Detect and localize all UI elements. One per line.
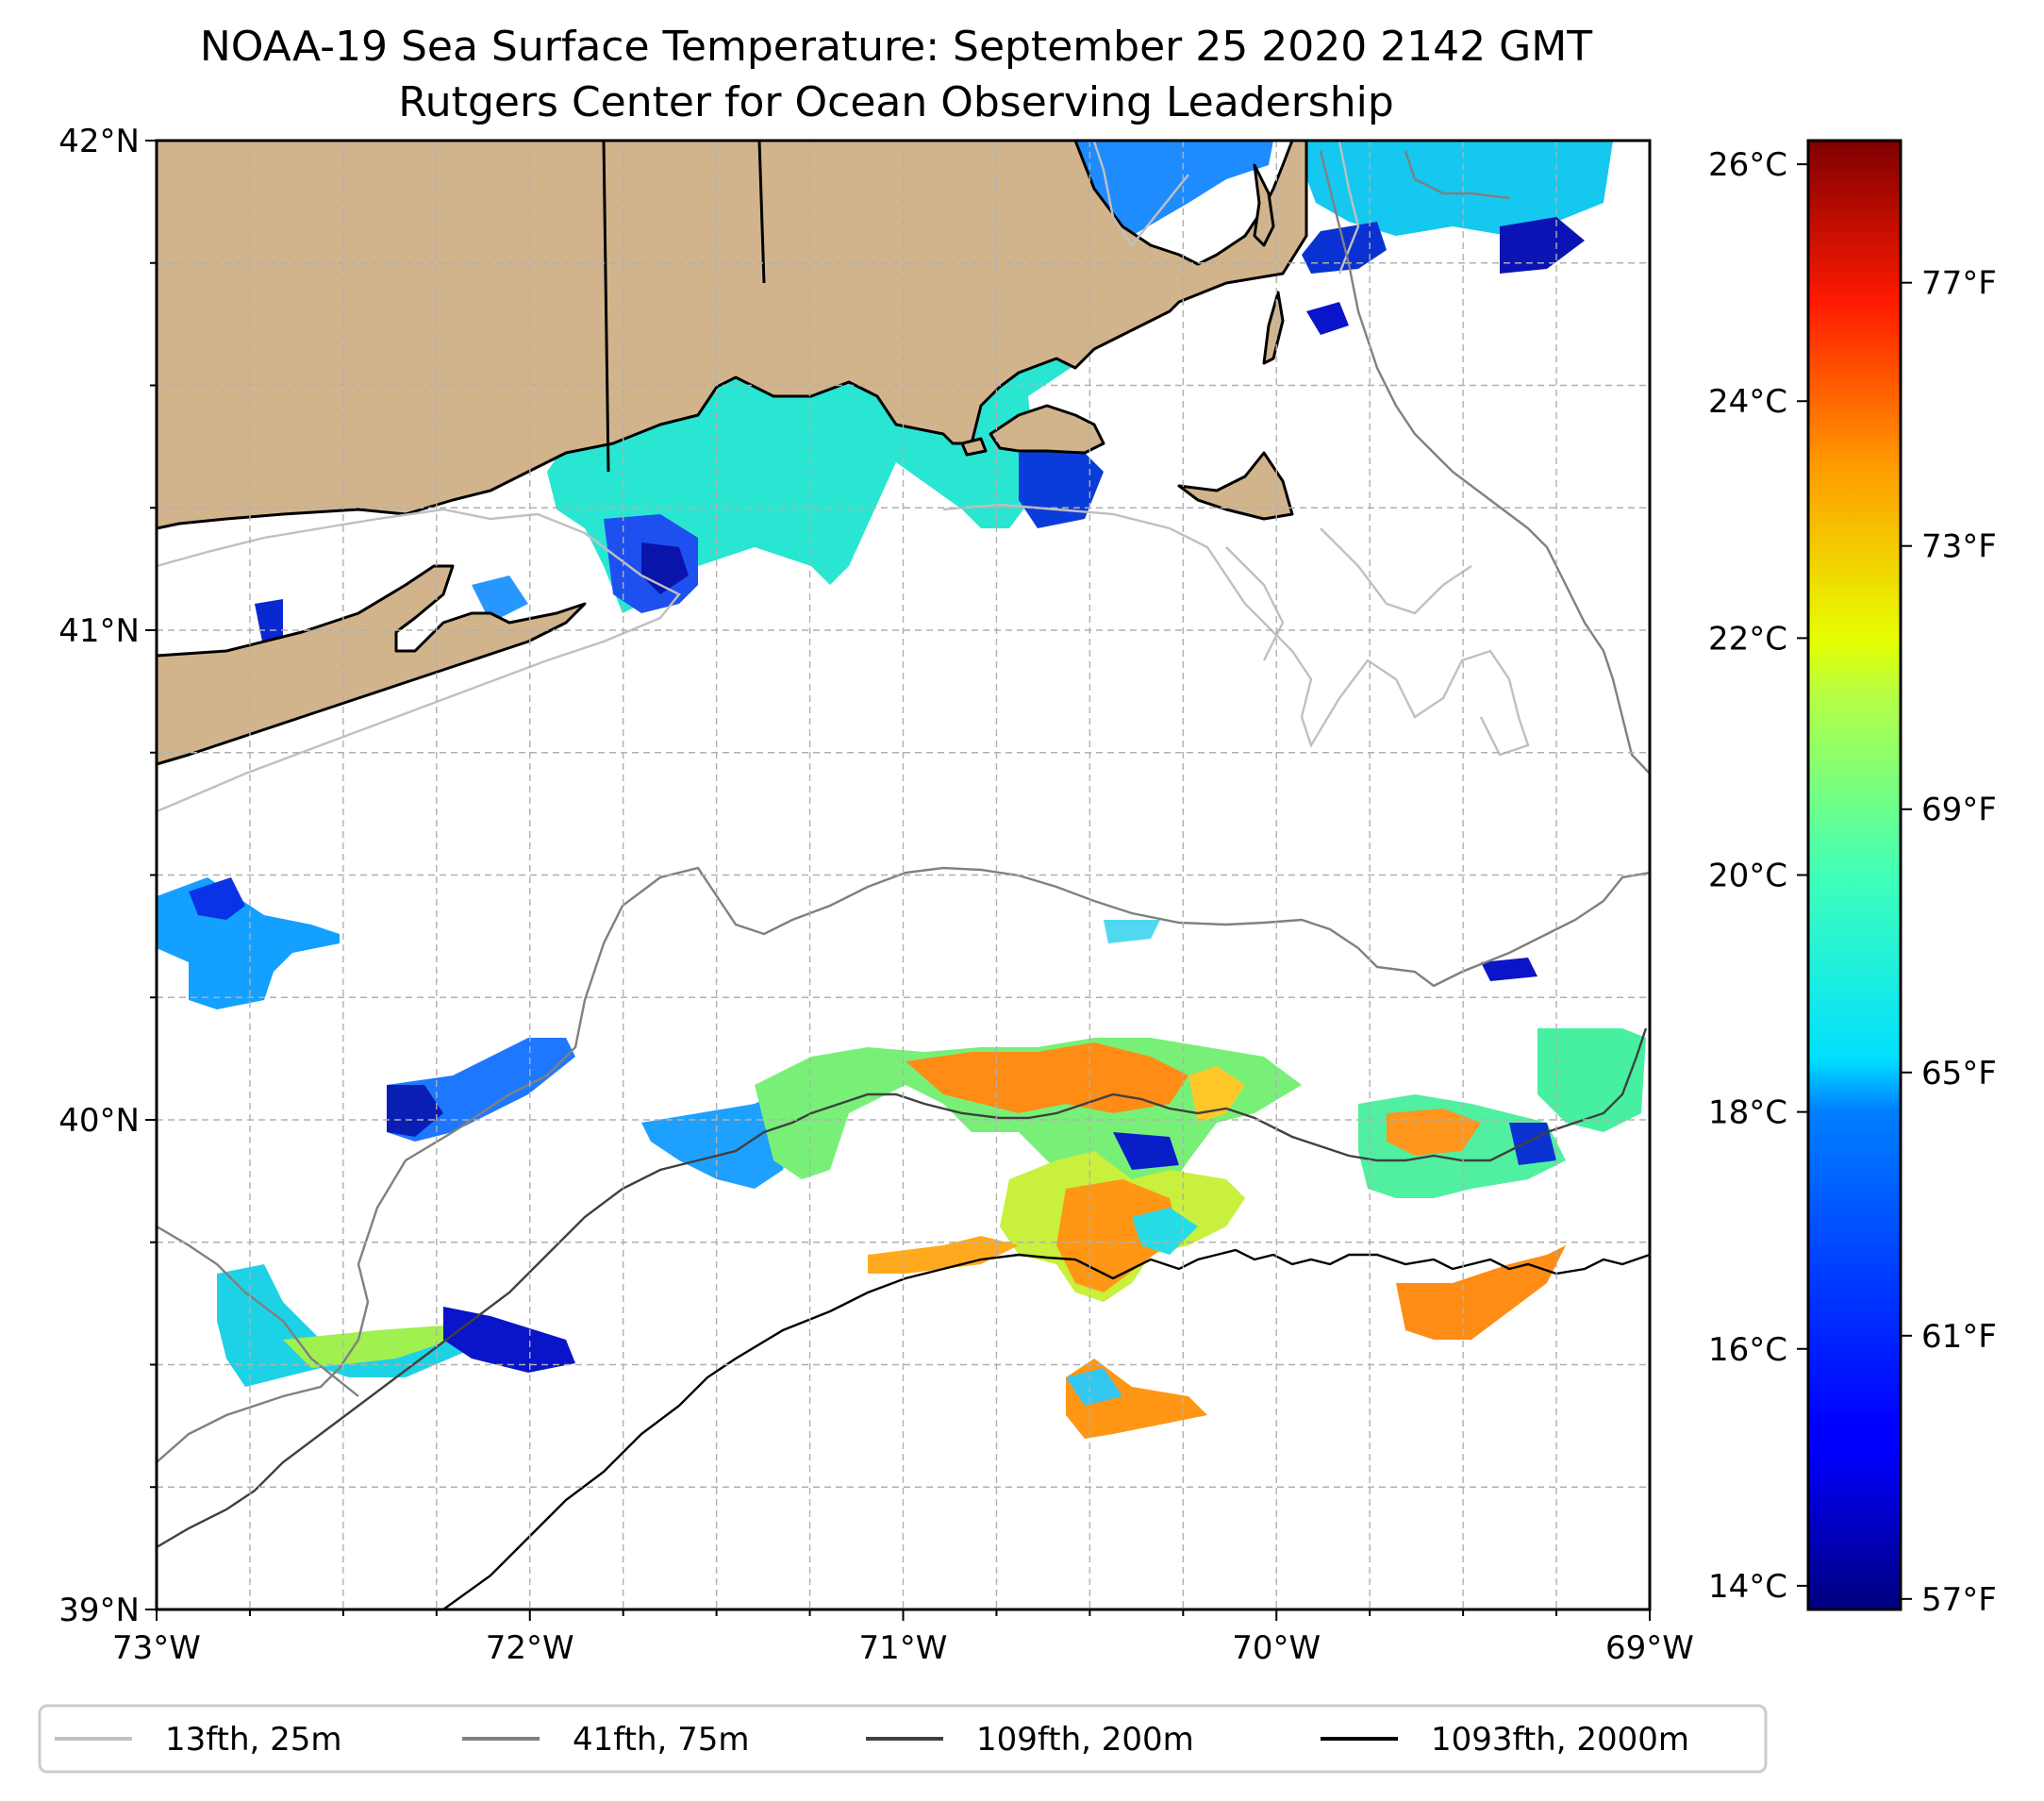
sst-patch-li-sound-small [472,575,528,623]
celsius-tick-label: 26°C [1708,146,1787,184]
lon-tick-label: 71°W [859,1629,948,1667]
colorbar-fahrenheit-axis: 57°F 61°F 65°F 69°F 73°F 77°F [1901,265,1997,1619]
legend-item: 109fth, 200m [866,1721,1194,1759]
sst-patch-warm-core-2 [1188,1066,1245,1123]
lat-tick-label: 41°N [58,612,140,650]
sst-patch-gulf-of-maine-cyan [1292,141,1613,236]
land-marthas-vineyard [989,404,1105,455]
celsius-tick-label: 14°C [1708,1568,1787,1606]
sst-patch-east-shelf-orange [1387,1109,1481,1156]
sst-patch-south-shelf-green [283,1326,453,1368]
sst-patch-nj-shelf-west-dark [189,877,245,920]
contour-2000m [442,1248,1650,1609]
sst-patch-mid-slope [1104,920,1160,943]
legend-item: 1093fth, 2000m [1321,1721,1689,1759]
lon-tick-label: 73°W [112,1629,201,1667]
celsius-tick-label: 22°C [1708,620,1787,658]
border-ct-ri [602,141,610,473]
fahrenheit-tick-label: 73°F [1921,528,1997,566]
land-elizabeth-islands [960,437,988,457]
lat-tick-label: 42°N [58,123,140,160]
sst-patch-nantucket-east [1306,302,1349,335]
sst-patch-slope-dark [1113,1132,1179,1170]
sst-patch-slope-cyan [1132,1208,1198,1255]
lat-tick-label: 39°N [58,1592,140,1629]
map-panel [157,141,1650,1609]
colorbar: 14°C 16°C 18°C 20°C 22°C 24°C 26°C 57°F 61°F 65°… [1708,139,1997,1619]
sst-patch-south-shelf-dark [443,1307,575,1373]
sst-patch-southeast-warm [1396,1245,1566,1340]
contour-25m [157,141,1530,813]
land-nantucket [1177,451,1294,521]
sst-patch-mid-shelf-dark [387,1085,443,1137]
legend-label-2000m: 1093fth, 2000m [1431,1721,1689,1759]
celsius-tick-label: 18°C [1708,1094,1787,1132]
sst-patch-south-shelf [217,1264,472,1387]
fahrenheit-tick-label: 69°F [1921,792,1997,829]
border-ri-ma [757,141,766,284]
legend-label-75m: 41fth, 75m [573,1721,750,1759]
fahrenheit-tick-label: 61°F [1921,1318,1997,1356]
sst-patch-south-island-cyan [1066,1368,1122,1406]
legend-item: 13fth, 25m [55,1721,342,1759]
contour-legend: 13fth, 25m 41fth, 75m 109fth, 200m 1093f… [38,1704,1768,1774]
chart-title-line1: NOAA-19 Sea Surface Temperature: Septemb… [200,23,1592,71]
lat-tick-label: 40°N [58,1102,140,1140]
contour-200m [157,1027,1648,1549]
fahrenheit-tick-label: 77°F [1921,265,1997,303]
state-borders [602,141,766,473]
legend-label-25m: 13fth, 25m [165,1721,342,1759]
fahrenheit-tick-label: 57°F [1921,1581,1997,1619]
land-cape-cod-hook [1253,163,1275,247]
lon-tick-label: 70°W [1232,1629,1321,1667]
contour-75m [157,150,1650,1463]
latitude-axis: 42°N 41°N 40°N 39°N [58,123,157,1629]
land-monomoy [1262,291,1285,365]
lon-tick-label: 69°W [1605,1629,1694,1667]
sst-patch-georges-north-2 [1500,217,1585,274]
fahrenheit-tick-label: 65°F [1921,1055,1997,1092]
land-long-island [157,564,587,766]
map-gridlines [157,141,1650,1609]
legend-item: 41fth, 75m [462,1721,750,1759]
sst-patch-east-shelf-edge [1481,958,1537,981]
chart-title-line2: Rutgers Center for Ocean Observing Leade… [398,78,1394,126]
sst-patch-south-warm-west [868,1236,1019,1274]
bathymetry-contours [157,141,1650,1609]
longitude-axis: 73°W 72°W 71°W 70°W 69°W [112,1609,1694,1667]
celsius-tick-label: 24°C [1708,383,1787,421]
colorbar-gradient [1808,141,1901,1609]
legend-label-200m: 109fth, 200m [976,1721,1194,1759]
celsius-tick-label: 16°C [1708,1331,1787,1369]
land-masses [157,141,1308,766]
lon-tick-label: 72°W [486,1629,574,1667]
colorbar-celsius-axis: 14°C 16°C 18°C 20°C 22°C 24°C 26°C [1708,146,1808,1606]
sst-patch-east-upper [1537,1028,1646,1132]
land-new-england [157,141,1308,530]
celsius-tick-label: 20°C [1708,858,1787,895]
